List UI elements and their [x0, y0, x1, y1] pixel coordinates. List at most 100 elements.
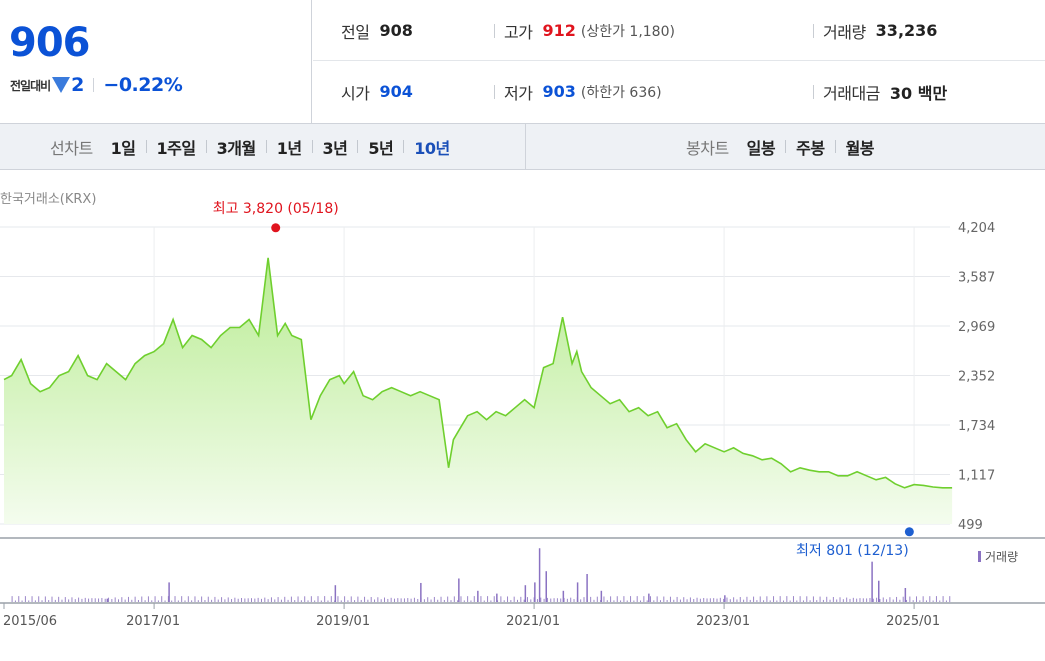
volume-bar-minor [393, 598, 395, 602]
volume-bar-minor [473, 596, 475, 602]
volume-bar-minor [560, 598, 562, 602]
volume-bar-minor [919, 600, 921, 602]
volume-bar-minor [886, 599, 888, 602]
volume-bar-minor [217, 599, 219, 602]
line-period-tab-6[interactable]: 10년 [414, 138, 450, 158]
y-tick-label: 3,587 [958, 270, 995, 285]
volume-bar-minor [689, 597, 691, 602]
price-box: 906 전일대비 2 −0.22% [0, 0, 312, 123]
divider [93, 78, 95, 92]
volume-bar-minor [171, 600, 173, 602]
volume-bar-minor [390, 597, 392, 602]
volume-bar-minor [400, 598, 402, 602]
volume-bar-minor [38, 596, 40, 602]
volume-bar-minor [726, 597, 728, 602]
volume-bar-minor [197, 600, 199, 602]
volume-bar-minor [98, 598, 100, 602]
volume-bar-minor [656, 596, 658, 602]
volume-bar-minor [447, 596, 449, 602]
line-period-tab-5[interactable]: 5년 [368, 138, 394, 158]
volume-bar-minor [756, 600, 758, 602]
volume-bar-minor [410, 598, 412, 602]
quote-row-1: 전일 908 고가 912 (상한가 1,180) 거래량 33,236 [313, 0, 1045, 61]
volume-bar-minor [340, 600, 342, 602]
line-period-tab-1[interactable]: 1주일 [156, 138, 197, 158]
line-period-tab-4[interactable]: 3년 [322, 138, 348, 158]
volume-bar-minor [906, 599, 908, 602]
volume-bar-minor [909, 596, 911, 602]
volume-bar-minor [41, 600, 43, 602]
volume-bar-minor [374, 599, 376, 602]
line-period-tab-2[interactable]: 3개월 [216, 138, 257, 158]
volume-bar-minor [826, 596, 828, 602]
volume-bar-minor [24, 596, 26, 602]
volume-bar-minor [134, 596, 136, 602]
line-period-tab-0[interactable]: 1일 [110, 138, 136, 158]
y-tick-label: 2,352 [958, 369, 995, 384]
volume-bar-minor [676, 596, 678, 602]
volume-bar-minor [859, 598, 861, 602]
volume-bar-minor [480, 596, 482, 602]
divider [265, 140, 267, 153]
volume-legend-label: 거래량 [985, 550, 1018, 564]
x-tick-label: 2017/01 [126, 614, 180, 629]
volume-bar-minor [829, 599, 831, 602]
volume-bar-minor [869, 598, 871, 602]
volume-bar-minor [104, 598, 106, 602]
candle-period-tab-2[interactable]: 월봉 [845, 138, 875, 158]
candle-period-tab-0[interactable]: 일봉 [746, 138, 776, 158]
divider [403, 140, 405, 153]
volume-bar-minor [131, 599, 133, 602]
quote-panel: 906 전일대비 2 −0.22% 전일 908 고가 912 (상한가 1,1… [0, 0, 1045, 124]
volume-bar-minor [137, 600, 139, 602]
x-tick-label: 2019/01 [316, 614, 370, 629]
volume-bar-minor [490, 600, 492, 602]
volume-bar [524, 585, 527, 602]
volume-bar-minor [709, 598, 711, 602]
volume-bar-minor [277, 597, 279, 602]
volume-bar-minor [181, 596, 183, 602]
volume-bar-minor [819, 596, 821, 602]
volume-bar-minor [949, 596, 951, 602]
volume-bar-minor [733, 597, 735, 602]
line-period-tab-3[interactable]: 1년 [276, 138, 302, 158]
volume-bar-minor [713, 598, 715, 602]
volume-bar-minor [367, 599, 369, 602]
volume-bar-minor [753, 596, 755, 602]
volume-bar-minor [201, 596, 203, 602]
volume-bar-minor [84, 597, 86, 602]
volume-bar-minor [430, 599, 432, 602]
volume-bar-minor [380, 599, 382, 602]
trade-amount: 거래대금 30 백만 [813, 61, 947, 122]
low-annotation: 최저 801 (12/13) [796, 543, 909, 559]
volume-bar-minor [912, 600, 914, 602]
volume-bar [534, 582, 536, 602]
price-area [3, 257, 953, 524]
volume-bar-minor [736, 599, 738, 602]
upper-limit: (상한가 1,180) [580, 23, 675, 40]
volume-bar-minor [849, 598, 851, 602]
volume-value: 33,236 [875, 21, 938, 40]
volume-bar-minor [783, 600, 784, 602]
volume-bar [477, 590, 479, 602]
volume-bar-minor [769, 600, 771, 602]
divider [834, 140, 836, 153]
volume-bar-minor [789, 600, 791, 602]
exchange-label: 한국거래소(KRX) [0, 192, 97, 207]
candle-period-tab-1[interactable]: 주봉 [796, 138, 825, 158]
volume-bar-minor [739, 597, 741, 602]
volume-bar-minor [773, 596, 775, 602]
volume-bar-minor [816, 600, 818, 602]
volume-bar-minor [68, 599, 70, 602]
volume-bar-minor [164, 600, 166, 602]
volume-bar-minor [613, 600, 615, 602]
volume-bar-minor [872, 598, 874, 602]
volume-bar-minor [666, 599, 668, 602]
volume-bar-minor [324, 596, 326, 602]
volume-bar-minor [184, 600, 186, 602]
price-chart: 4,204 3,587 2,969 2,352 1,734 1,117 499 2015/06… [0, 201, 1045, 629]
high-marker [271, 223, 281, 233]
volume-bar-minor [862, 598, 864, 602]
volume-bar-minor [387, 598, 389, 602]
volume-bar-minor [540, 597, 542, 602]
